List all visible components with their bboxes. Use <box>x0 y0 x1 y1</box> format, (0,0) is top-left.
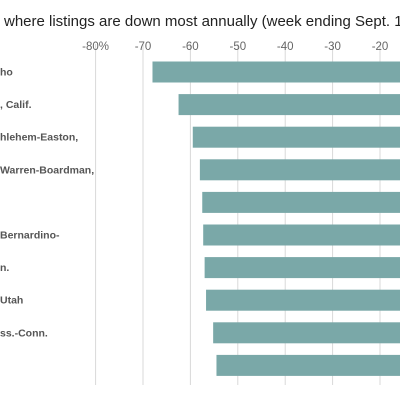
bar <box>213 322 400 344</box>
bar <box>202 191 400 213</box>
bar <box>152 61 400 83</box>
bar <box>178 94 400 116</box>
category-label: Warren-Boardman, <box>0 164 94 176</box>
x-tick-label: -20 <box>372 41 389 53</box>
bar-layer <box>152 61 400 376</box>
category-label: n. <box>0 262 9 274</box>
category-label: Utah <box>0 295 23 307</box>
chart-title: where listings are down most annually (w… <box>3 13 400 30</box>
x-tick-label: -80% <box>82 41 109 53</box>
bar <box>216 354 400 376</box>
x-tick-label: -30 <box>324 41 341 53</box>
x-tick-label: -70 <box>135 41 152 53</box>
category-label: , Calif. <box>0 99 32 111</box>
bar <box>199 159 400 181</box>
category-label-layer: ho , Calif. hlehem-Easton, Warren-Boardman,… <box>0 67 94 340</box>
category-label: ss.-Conn. <box>0 327 48 339</box>
bar <box>204 257 400 279</box>
bar <box>192 126 400 148</box>
bar <box>203 224 400 246</box>
x-tick-label: -50 <box>229 41 246 53</box>
category-label: hlehem-Easton, <box>0 132 78 144</box>
category-label: Bernardino- <box>0 230 60 242</box>
category-label: ho <box>0 67 13 79</box>
x-tick-label: -40 <box>277 41 294 53</box>
x-tick-label: -60 <box>182 41 199 53</box>
bar <box>206 289 400 311</box>
